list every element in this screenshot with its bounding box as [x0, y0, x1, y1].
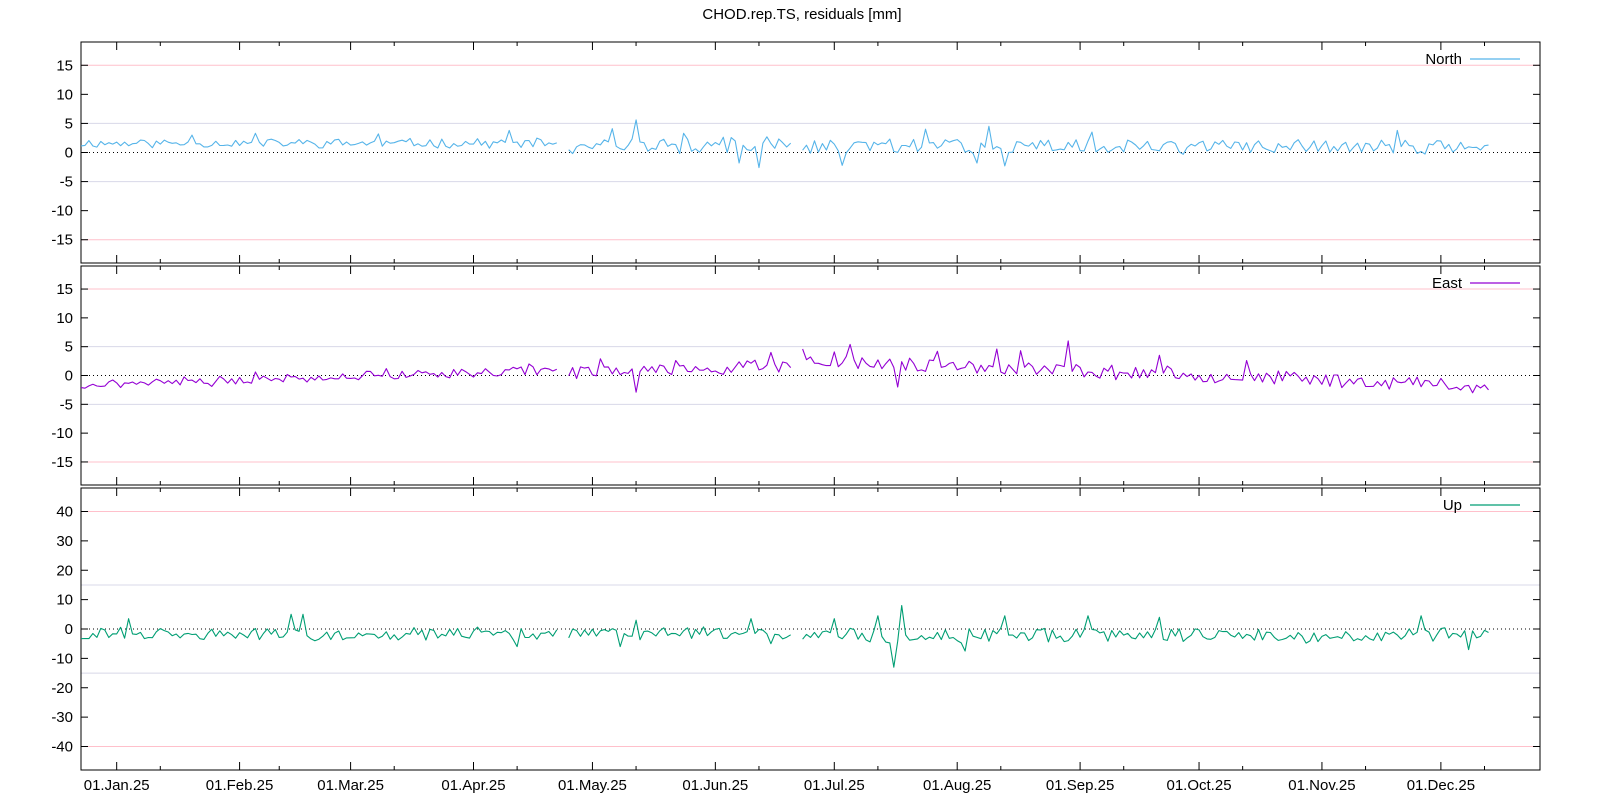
series-line-east — [802, 340, 1489, 394]
x-tick-label: 01.Aug.25 — [923, 777, 991, 794]
y-tick-label: 5 — [65, 115, 73, 132]
x-tick-label: 01.Feb.25 — [206, 777, 274, 794]
y-tick-label: 40 — [56, 504, 73, 521]
y-tick-label: -20 — [51, 680, 73, 697]
legend-label: Up — [1443, 497, 1462, 514]
panel-up: 40 30 20 10 0 -10 -20 -30 -40 Up — [51, 487, 1541, 771]
series-line-up — [568, 618, 791, 648]
y-tick-label: 10 — [56, 86, 73, 103]
legend-label: North — [1425, 51, 1462, 68]
y-tick-label: -40 — [51, 739, 73, 756]
x-tick-label: 01.Dec.25 — [1407, 777, 1475, 794]
x-tick-label: 01.May.25 — [558, 777, 627, 794]
y-tick-label: 0 — [65, 621, 73, 638]
series-line-north — [802, 125, 1489, 167]
y-tick-label: 5 — [65, 339, 73, 356]
x-tick-label: 01.Jul.25 — [804, 777, 865, 794]
y-tick-label: -10 — [51, 203, 73, 220]
x-tick-label: 01.Mar.25 — [317, 777, 384, 794]
legend-label: East — [1432, 275, 1463, 292]
x-axis-labels: 01.Jan.25 01.Feb.25 01.Mar.25 01.Apr.25 01.M… — [84, 777, 1475, 794]
x-tick-label: 01.Jan.25 — [84, 777, 150, 794]
y-tick-label: 0 — [65, 145, 73, 162]
x-tick-label: 01.Sep.25 — [1046, 777, 1114, 794]
x-tick-label: 01.Apr.25 — [441, 777, 505, 794]
x-tick-label: 01.Oct.25 — [1167, 777, 1232, 794]
panels: 15 10 5 0 -5 -10 -15 North 15 10 5 0 -5 -10 -15 East 40 3… — [51, 41, 1541, 771]
y-tick-label: -15 — [51, 232, 73, 249]
y-tick-label: -10 — [51, 650, 73, 667]
y-tick-label: 15 — [56, 57, 73, 74]
chart-title: CHOD.rep.TS, residuals [mm] — [702, 6, 901, 23]
panel-north: 15 10 5 0 -5 -10 -15 North — [51, 41, 1541, 264]
y-tick-label: -5 — [60, 396, 73, 413]
y-tick-label: -10 — [51, 425, 73, 442]
series-line-north — [80, 129, 557, 149]
y-tick-label: 30 — [56, 533, 73, 550]
series-line-up — [802, 604, 1489, 668]
y-tick-label: -30 — [51, 709, 73, 726]
series-line-north — [568, 119, 792, 169]
x-tick-label: 01.Nov.25 — [1288, 777, 1355, 794]
y-tick-label: 0 — [65, 368, 73, 385]
y-tick-label: 20 — [56, 562, 73, 579]
series-line-east — [568, 351, 792, 393]
y-tick-label: 10 — [56, 592, 73, 609]
x-tick-label: 01.Jun.25 — [682, 777, 748, 794]
series-line-up — [80, 613, 558, 648]
y-tick-label: -5 — [60, 174, 73, 191]
series-line-east — [80, 363, 558, 389]
y-tick-label: -15 — [51, 454, 73, 471]
panel-east: 15 10 5 0 -5 -10 -15 East — [51, 265, 1541, 486]
y-tick-label: 15 — [56, 281, 73, 298]
y-tick-label: 10 — [56, 310, 73, 327]
